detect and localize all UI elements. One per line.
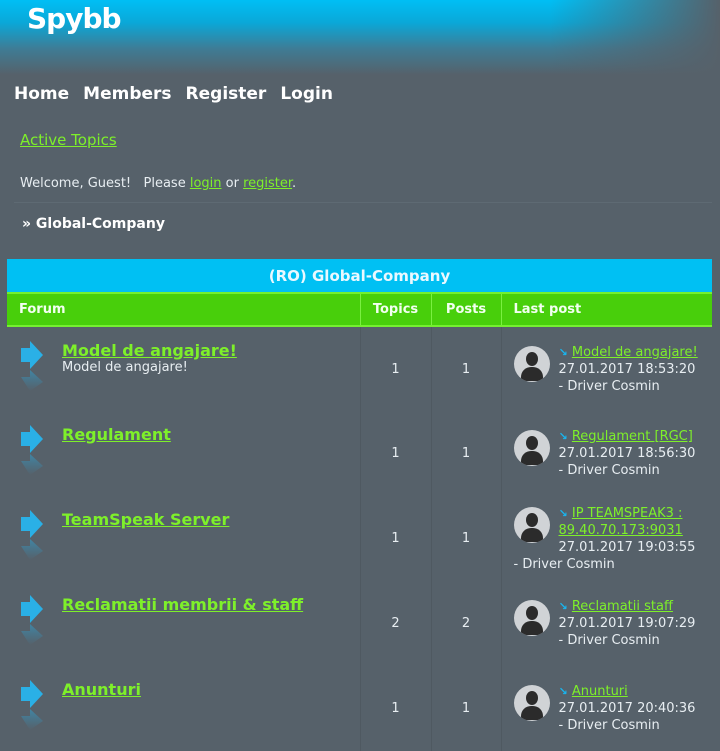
posts-count: 1 [430,666,501,751]
last-post-link[interactable]: Regulament [RGC] [571,429,693,444]
avatar[interactable] [513,345,550,382]
forum-arrow-icon [21,680,43,730]
topics-count: 1 [359,666,431,751]
col-last-post: Last post [500,293,712,327]
nav-register[interactable]: Register [185,84,267,104]
last-post-cell: ↘ Model de angajare! 27.01.2017 18:53:20-… [500,326,712,411]
divider [14,202,712,203]
forum-row: Regulament 1 1 ↘ Regulament [RGC] 27.01.2… [7,411,712,496]
col-forum: Forum [7,293,360,327]
register-link[interactable]: register [243,176,293,191]
last-post-cell: ↘ IP TEAMSPEAK3 : 89.40.70.173:9031 27.01… [500,496,712,581]
forum-link[interactable]: TeamSpeak Server [62,510,230,529]
category-title: (RO) Global-Company [7,259,712,294]
avatar[interactable] [513,506,550,543]
nav-login[interactable]: Login [280,84,333,104]
nav-members[interactable]: Members [83,84,172,104]
logo[interactable]: Spybb [27,2,122,35]
last-post-date: 27.01.2017 19:03:55 [558,539,696,555]
forum-cell: Model de angajare! Model de angajare! [7,326,360,411]
posts-count: 1 [430,326,501,411]
avatar[interactable] [513,430,550,466]
posts-count: 1 [430,496,501,581]
forum-link[interactable]: Anunturi [62,680,141,699]
main-nav: Home Members Register Login [14,84,333,104]
breadcrumb: » Global-Company [22,216,165,232]
forum-link[interactable]: Reclamatii membrii & staff [62,595,304,614]
col-topics: Topics [359,293,431,327]
forum-cell: Reclamatii membrii & staff [7,581,360,666]
goto-post-icon[interactable]: ↘ [558,685,568,698]
site-header [0,0,720,75]
goto-post-icon[interactable]: ↘ [558,600,568,613]
last-post-author: - Driver Cosmin [513,556,615,572]
forum-arrow-icon [21,341,43,391]
last-post-author: - Driver Cosmin [558,463,660,478]
forum-row: Model de angajare! Model de angajare! 1 1… [7,326,712,411]
welcome-text: Welcome, Guest! Please [20,176,190,191]
goto-post-icon[interactable]: ↘ [558,506,568,520]
forum-table: (RO) Global-Company Forum Topics Posts L… [7,259,712,751]
last-post-link[interactable]: IP TEAMSPEAK3 : 89.40.70.173:9031 [558,505,683,538]
last-post-author: - Driver Cosmin [558,633,660,648]
avatar[interactable] [513,600,550,636]
or-text: or [221,176,244,191]
last-post-cell: ↘ Anunturi 27.01.2017 20:40:36 - Driver Co… [500,666,712,751]
forum-link[interactable]: Model de angajare! [62,341,237,360]
topics-count: 1 [359,411,431,496]
last-post-link[interactable]: Anunturi [571,684,628,699]
welcome-message: Welcome, Guest! Please login or register… [20,176,296,191]
last-post-author: - Driver Cosmin [558,718,660,733]
forum-row: Anunturi 1 1 ↘ Anunturi 27.01.2017 20:40:… [7,666,712,751]
topics-count: 2 [359,581,431,666]
forum-cell: Anunturi [7,666,360,751]
last-post-cell: ↘ Regulament [RGC] 27.01.2017 18:56:30 - D… [500,411,712,496]
forum-row: TeamSpeak Server 1 1 ↘ IP TEAMSPEAK3 : 8… [7,496,712,581]
posts-count: 1 [430,411,501,496]
forum-arrow-icon [21,595,43,645]
posts-count: 2 [430,581,501,666]
last-post-date: 27.01.2017 18:53:20 [558,361,696,377]
forum-arrow-icon [21,425,43,475]
period: . [292,176,297,191]
forum-cell: TeamSpeak Server [7,496,360,581]
last-post-date: 27.01.2017 20:40:36 [558,701,696,716]
forum-row: Reclamatii membrii & staff 2 2 ↘ Reclama… [7,581,712,666]
login-link[interactable]: login [189,176,222,191]
col-posts: Posts [430,293,501,327]
topics-count: 1 [359,496,431,581]
goto-post-icon[interactable]: ↘ [558,430,568,443]
forum-cell: Regulament [7,411,360,496]
goto-post-icon[interactable]: ↘ [558,345,568,359]
forum-link[interactable]: Regulament [62,425,171,444]
last-post-date: 27.01.2017 18:56:30 [558,446,696,461]
last-post-link[interactable]: Model de angajare! [571,344,698,360]
nav-home[interactable]: Home [14,84,70,104]
last-post-cell: ↘ Reclamatii staff 27.01.2017 19:07:29 - D… [500,581,712,666]
avatar[interactable] [513,685,550,721]
forum-description: Model de angajare! [62,360,188,375]
last-post-link[interactable]: Reclamatii staff [571,599,673,614]
active-topics-link[interactable]: Active Topics [20,131,117,149]
forum-arrow-icon [21,510,43,560]
last-post-author: - Driver Cosmin [558,378,660,394]
last-post-date: 27.01.2017 19:07:29 [558,616,696,631]
topics-count: 1 [359,326,431,411]
